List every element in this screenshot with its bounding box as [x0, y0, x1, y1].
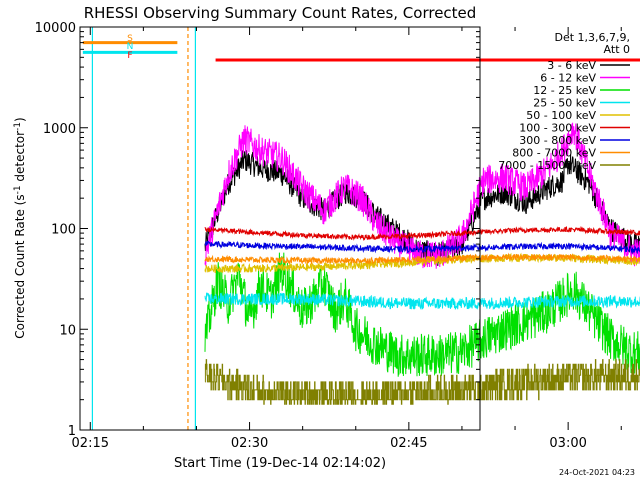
- y-tick-label: 100: [51, 223, 76, 238]
- footer-date: 24-Oct-2021 04:23: [559, 468, 635, 477]
- x-axis-label: Start Time (19-Dec-14 02:14:02): [174, 456, 386, 471]
- y-axis-label: Corrected Count Rate (s-1 detector-1): [13, 117, 27, 338]
- series-line: [204, 359, 640, 405]
- series-line: [204, 122, 640, 269]
- series-line: [204, 225, 640, 242]
- legend-label: 6 - 12 keV: [540, 72, 596, 85]
- legend-header-line2: Att 0: [604, 43, 630, 56]
- x-tick-label: 02:45: [390, 436, 427, 451]
- y-tick-label: 1: [68, 424, 76, 439]
- legend-label: 50 - 100 keV: [526, 109, 596, 122]
- y-axis: 1 10 100 1000 10000: [35, 21, 480, 439]
- series-line: [204, 252, 640, 266]
- y-axis-label-sup1: -1: [13, 185, 23, 194]
- y-axis-label-end: ): [13, 117, 27, 122]
- legend-label: 12 - 25 keV: [533, 84, 596, 97]
- flag-letter: F: [127, 51, 132, 61]
- series-line: [204, 240, 640, 255]
- flag-letter: N: [127, 42, 134, 52]
- legend-label: 7000 - 15000 keV: [498, 159, 596, 172]
- x-tick-label: 02:30: [231, 436, 268, 451]
- y-tick-label: 10000: [35, 21, 76, 36]
- legend-header-line1: Det 1,3,6,7,9,: [554, 31, 630, 44]
- y-tick-label: 1000: [43, 122, 76, 137]
- legend-label: 100 - 300 keV: [519, 122, 596, 135]
- x-tick-label: 02:15: [72, 436, 109, 451]
- y-axis-label-mid: detector: [13, 131, 27, 186]
- y-axis-label-sup2: -1: [13, 122, 23, 131]
- legend-label: 3 - 6 keV: [547, 59, 596, 72]
- flag-letter: S: [127, 34, 133, 44]
- x-tick-label: 03:00: [549, 436, 586, 451]
- y-axis-label-main: Corrected Count Rate (s: [13, 194, 27, 338]
- legend-label: 25 - 50 keV: [533, 97, 596, 110]
- legend-label: 800 - 7000 keV: [512, 147, 596, 160]
- series-layer: [204, 122, 640, 405]
- legend-label: 300 - 800 keV: [519, 134, 596, 147]
- y-tick-label: 10: [59, 323, 76, 338]
- marker-layer: SNF: [82, 27, 640, 430]
- series-line: [204, 291, 640, 311]
- chart-title: RHESSI Observing Summary Count Rates, Co…: [84, 4, 477, 22]
